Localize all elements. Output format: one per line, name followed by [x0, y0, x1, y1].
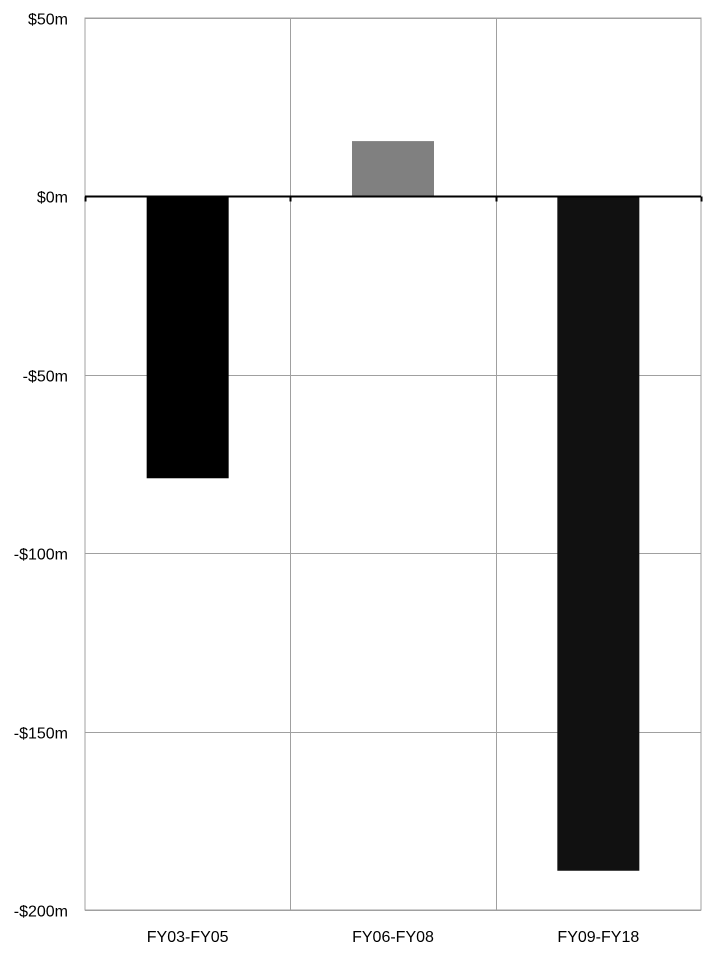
- y-tick-label: -$200m: [14, 904, 68, 921]
- category-label: FY06-FY08: [352, 929, 434, 946]
- category-label: FY03-FY05: [147, 929, 229, 946]
- bar-fy09-fy18: [557, 196, 640, 871]
- y-tick-label: $50m: [28, 12, 68, 29]
- y-tick-label: -$150m: [14, 726, 68, 743]
- y-tick-label: $0m: [37, 190, 68, 207]
- y-tick-label: -$100m: [14, 547, 68, 564]
- axes: [84, 195, 703, 202]
- bars: [146, 141, 640, 871]
- y-tick-label: -$50m: [23, 369, 68, 386]
- category-label: FY09-FY18: [557, 929, 639, 946]
- labels: $50m $0m -$50m -$100m -$150m -$200m FY03-FY05 F…: [14, 12, 640, 947]
- bar-fy06-fy08: [352, 141, 434, 197]
- bar-fy03-fy05: [146, 196, 229, 479]
